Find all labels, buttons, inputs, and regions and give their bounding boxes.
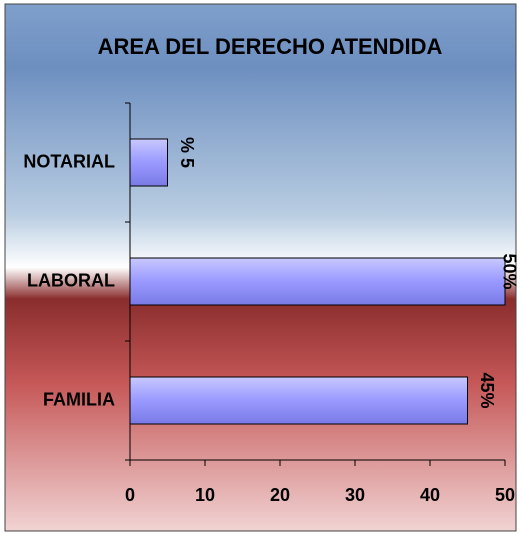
y-tick-label: FAMILIA <box>43 389 115 409</box>
data-label: % 5 <box>177 137 197 168</box>
x-tick-label: 0 <box>125 485 135 505</box>
bar <box>129 138 168 187</box>
data-label: 50% <box>499 253 519 289</box>
chart-title: AREA DEL DERECHO ATENDIDA <box>98 34 443 59</box>
data-label: 45% <box>477 372 497 408</box>
y-tick-label: NOTARIAL <box>23 151 115 171</box>
y-tick-label: LABORAL <box>27 270 115 290</box>
x-tick-label: 30 <box>345 485 365 505</box>
x-tick-label: 40 <box>420 485 440 505</box>
x-tick-label: 20 <box>270 485 290 505</box>
bar <box>129 376 468 425</box>
bar <box>129 257 506 306</box>
x-tick-label: 50 <box>495 485 515 505</box>
x-tick-label: 10 <box>195 485 215 505</box>
